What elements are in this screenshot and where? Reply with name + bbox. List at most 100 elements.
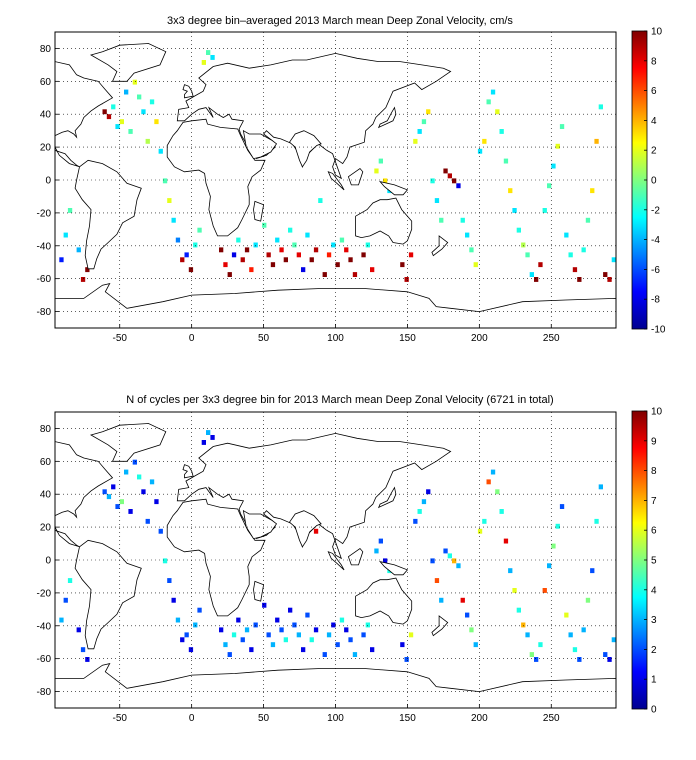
bin-cell: [102, 109, 107, 115]
bin-cell: [80, 277, 86, 282]
bin-cell: [611, 257, 616, 263]
landmass: [355, 197, 413, 245]
chart-1-frame: [54, 31, 617, 329]
landmass: [288, 510, 322, 548]
bin-cell: [430, 178, 435, 184]
chart-1-colorbar-ticks: 10 8 6 4 2 0 -2 -4 -6 -8 -10: [644, 27, 666, 336]
bin-cell: [244, 247, 250, 253]
bin-cell: [85, 267, 90, 273]
bin-cell: [240, 257, 245, 263]
chart-2-grid: [55, 412, 616, 708]
bin-cell: [231, 252, 237, 258]
bin-cell: [106, 114, 112, 120]
bin-cell: [352, 272, 358, 277]
bin-cell: [322, 272, 327, 277]
bin-cell: [249, 647, 254, 653]
bin-cell: [313, 247, 319, 253]
landmass: [355, 577, 413, 625]
bin-cell: [167, 578, 172, 583]
bin-cell: [145, 518, 150, 524]
bin-cell: [529, 652, 534, 657]
bin-cell: [452, 558, 457, 564]
y-tick-label: -80: [37, 687, 52, 698]
bin-cell: [231, 632, 237, 638]
bin-cell: [590, 568, 595, 574]
bin-cell: [149, 479, 155, 485]
bin-cell: [115, 504, 120, 509]
bin-cell: [456, 563, 461, 569]
bin-cell: [413, 138, 418, 144]
colorbar-tick-label: 2: [651, 146, 657, 157]
bin-cell: [572, 647, 578, 653]
bin-cell: [162, 178, 168, 184]
landmass: [74, 539, 142, 650]
bin-cell: [288, 607, 293, 613]
bin-cell: [434, 578, 440, 583]
landmass: [242, 129, 278, 160]
x-tick-label: 0: [189, 713, 195, 724]
bin-cell: [339, 617, 345, 623]
bin-cell: [365, 622, 370, 628]
bin-cell: [253, 622, 258, 628]
colorbar-tick-label: 4: [651, 116, 657, 127]
landmass: [54, 283, 617, 329]
bin-cell: [201, 440, 206, 445]
bin-cell: [564, 232, 569, 238]
x-tick-label: -50: [113, 333, 128, 344]
bin-cell: [378, 538, 383, 544]
bin-cell: [292, 622, 297, 628]
y-tick-label: 80: [40, 424, 52, 435]
bin-cell: [223, 262, 228, 268]
bin-cell: [85, 657, 90, 662]
bin-cell: [516, 607, 521, 613]
bin-cell: [551, 543, 556, 549]
bin-cell: [309, 257, 314, 263]
y-tick-label: 40: [40, 110, 52, 121]
bin-cell: [158, 148, 163, 154]
bin-cell: [538, 642, 543, 648]
bin-cell: [490, 469, 496, 475]
bin-cell: [145, 138, 150, 144]
bin-cell: [499, 509, 504, 514]
landmass: [54, 663, 617, 709]
y-tick-label: 20: [40, 523, 52, 534]
landmass: [176, 52, 452, 180]
bin-cell: [158, 528, 163, 534]
bin-cell: [508, 188, 513, 194]
bin-cell: [240, 637, 245, 643]
bin-cell: [137, 474, 142, 480]
bin-cell: [577, 657, 582, 662]
y-tick-label: -60: [37, 654, 52, 665]
bin-cell: [119, 499, 124, 505]
bin-cell: [443, 168, 448, 174]
colorbar-tick-label: -6: [651, 265, 660, 276]
bin-cell: [400, 262, 405, 268]
colorbar-tick-label: -4: [651, 235, 660, 246]
bin-cell: [249, 267, 254, 273]
bin-cell: [313, 528, 319, 534]
bin-cell: [326, 632, 332, 638]
bin-cell: [76, 627, 81, 633]
bin-cell: [499, 129, 504, 134]
bin-cell: [149, 99, 155, 105]
bin-cell: [63, 597, 68, 603]
bin-cell: [80, 647, 86, 653]
bin-cell: [197, 227, 202, 233]
x-tick-label: 200: [471, 713, 488, 724]
bin-cell: [378, 158, 383, 164]
colorbar-tick-label: -2: [651, 205, 660, 216]
x-tick-label: 100: [327, 713, 344, 724]
bin-cell: [279, 247, 284, 253]
y-tick-label: 0: [45, 556, 51, 567]
bin-cell: [141, 109, 146, 115]
bin-cell: [275, 237, 280, 243]
colorbar-tick-label: 8: [651, 466, 657, 477]
bin-cell: [555, 143, 560, 149]
x-tick-label: 50: [258, 333, 270, 344]
bin-cell: [124, 469, 129, 475]
chart-2-title: N of cycles per 3x3 degree bin for 2013 …: [126, 394, 553, 406]
bin-cell: [339, 237, 345, 243]
